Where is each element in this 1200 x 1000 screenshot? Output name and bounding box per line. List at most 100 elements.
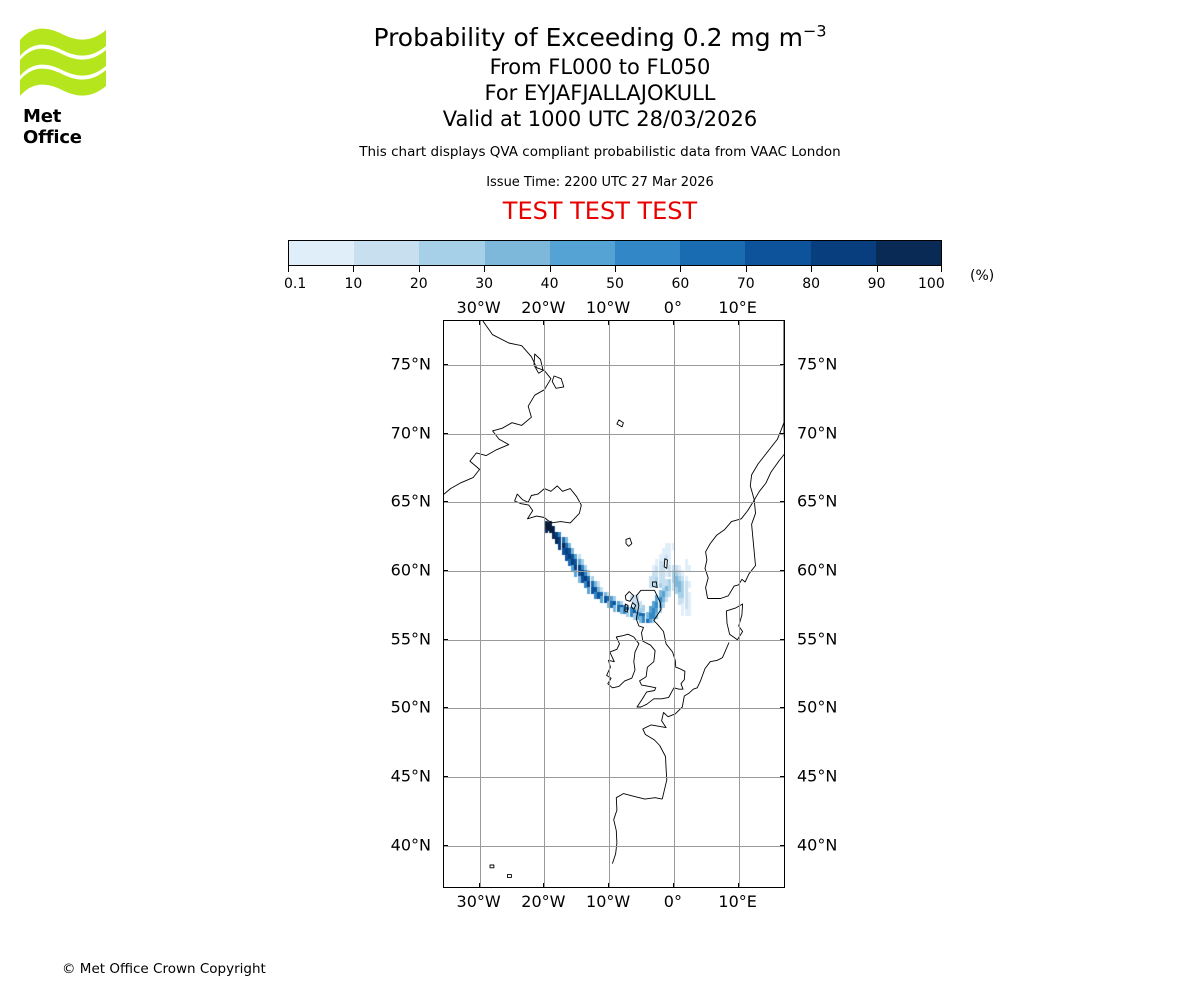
valid-time-line: Valid at 1000 UTC 28/03/2026 <box>442 107 758 131</box>
lon-label-top-20°W: 20°W <box>521 298 566 317</box>
lon-label-bottom-0°: 0° <box>663 892 682 911</box>
colorbar-label-40: 40 <box>540 276 559 292</box>
colorbar-tick-40 <box>549 266 551 272</box>
colorbar-label-70: 70 <box>736 276 755 292</box>
volcano-name-line: For EYJAFJALLAJOKULL <box>484 81 716 105</box>
lat-label-right-40°N: 40°N <box>797 835 838 855</box>
colorbar-label-100: 100 <box>918 276 945 292</box>
lon-tickmark <box>673 883 674 888</box>
gridline-lon-0 <box>674 321 675 887</box>
colorbar-label-90: 90 <box>867 276 886 292</box>
colorbar-ticks <box>288 266 942 274</box>
lat-label-right-75°N: 75°N <box>797 354 838 374</box>
lat-label-right-65°N: 65°N <box>797 491 838 511</box>
colorbar-label-20: 20 <box>409 276 428 292</box>
gridline-lat-75 <box>444 365 784 366</box>
coastline-jan-mayen <box>616 419 624 428</box>
colorbar-tick-90 <box>876 266 878 272</box>
gridline-lat-55 <box>444 640 784 641</box>
gridline-lat-45 <box>444 777 784 778</box>
coastline-uist <box>624 603 629 613</box>
flight-level-line: From FL000 to FL050 <box>489 55 711 79</box>
colorbar-band-2 <box>419 241 485 265</box>
coastline-greenland-island-2 <box>551 375 565 389</box>
colorbar-band-5 <box>615 241 681 265</box>
ash-probability-map <box>443 320 785 888</box>
lon-tickmark <box>738 320 739 325</box>
ash-plume-layer <box>444 321 784 887</box>
lon-tickmark <box>608 883 609 888</box>
coastline-greenland-east <box>444 321 552 495</box>
colorbar-band-7 <box>745 241 811 265</box>
lat-label-left-55°N: 55°N <box>390 629 431 649</box>
colorbar-label-0.1: 0.1 <box>284 276 307 292</box>
lon-tickmark <box>479 320 480 325</box>
lat-label-right-70°N: 70°N <box>797 423 838 443</box>
coastline-azores <box>507 874 512 878</box>
lat-tickmark <box>780 501 785 502</box>
colorbar-label-80: 80 <box>802 276 821 292</box>
colorbar-band-0 <box>289 241 355 265</box>
coastline-iceland <box>514 485 582 524</box>
lat-tickmark <box>780 845 785 846</box>
lon-label-bottom-10°W: 10°W <box>586 892 631 911</box>
colorbar-tick-20 <box>418 266 420 272</box>
gridline-lat-65 <box>444 502 784 503</box>
lat-label-left-70°N: 70°N <box>390 423 431 443</box>
lon-label-top-30°W: 30°W <box>456 298 501 317</box>
colorbar-tick-labels: 0.1 10 20 30 40 50 60 70 80 90 100 <box>284 274 945 294</box>
copyright-notice: © Met Office Crown Copyright <box>62 961 266 977</box>
colorbar-tick-10 <box>353 266 355 272</box>
coastline-denmark <box>725 603 744 641</box>
colorbar-label-50: 50 <box>606 276 624 292</box>
coastline-orkney <box>652 581 658 588</box>
met-office-logo: Met Office <box>12 18 112 148</box>
colorbar-unit-label: (%) <box>970 268 995 284</box>
lon-label-bottom-30°W: 30°W <box>456 892 501 911</box>
colorbar-bands <box>288 240 942 266</box>
lat-label-right-45°N: 45°N <box>797 766 838 786</box>
probability-colorbar: 0.1 10 20 30 40 50 60 70 80 90 100 <box>284 240 945 294</box>
gridline-lat-40 <box>444 846 784 847</box>
lon-tickmark <box>673 320 674 325</box>
coastline-faroes <box>625 537 633 547</box>
lat-tickmark <box>443 639 448 640</box>
coastline-norway-sweden-south <box>707 422 784 599</box>
gridline-lon-10 <box>739 321 740 887</box>
map-inner <box>444 321 784 887</box>
lon-tickmark <box>543 883 544 888</box>
colorbar-band-1 <box>354 241 420 265</box>
lat-tickmark <box>443 433 448 434</box>
colorbar-band-8 <box>810 241 876 265</box>
lat-label-right-55°N: 55°N <box>797 629 838 649</box>
coastline-norway-west <box>704 321 784 599</box>
lat-tickmark <box>780 364 785 365</box>
gridline-lat-50 <box>444 708 784 709</box>
gridline-lat-60 <box>444 571 784 572</box>
colorbar-tick-70 <box>745 266 747 272</box>
lat-tickmark <box>443 364 448 365</box>
lon-tickmark <box>608 320 609 325</box>
lon-label-top-10°W: 10°W <box>586 298 631 317</box>
lon-label-bottom-20°W: 20°W <box>521 892 566 911</box>
coastline-nw-europe <box>642 642 730 800</box>
page-title-text: Probability of Exceeding 0.2 mg m <box>373 23 803 52</box>
gridline-lon--30 <box>480 321 481 887</box>
coastline-greenland-island <box>533 353 544 374</box>
lat-tickmark <box>443 501 448 502</box>
met-office-waves-icon <box>20 28 106 96</box>
met-office-logo-text: Met Office <box>23 106 82 148</box>
coastline-great-britain <box>635 589 686 708</box>
lat-label-left-75°N: 75°N <box>390 354 431 374</box>
colorbar-band-9 <box>875 241 942 265</box>
gridline-lat-70 <box>444 434 784 435</box>
lat-label-left-45°N: 45°N <box>390 766 431 786</box>
colorbar-tick-80 <box>811 266 813 272</box>
lat-tickmark <box>443 707 448 708</box>
lon-label-top-10°E: 10°E <box>718 298 757 317</box>
lat-label-right-60°N: 60°N <box>797 560 838 580</box>
gridline-lon--10 <box>609 321 610 887</box>
lon-label-bottom-10°E: 10°E <box>718 892 757 911</box>
qva-note: This chart displays QVA compliant probab… <box>359 144 841 160</box>
lon-tickmark <box>479 883 480 888</box>
